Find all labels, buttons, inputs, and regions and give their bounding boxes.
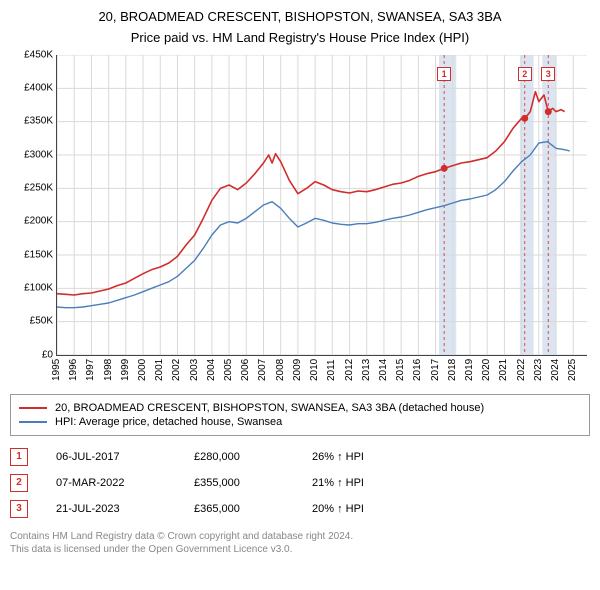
x-tick-label: 1995: [51, 358, 62, 380]
sale-marker-pct: 21% ↑ HPI: [312, 477, 432, 489]
chart-title-line2: Price paid vs. HM Land Registry's House …: [10, 30, 590, 45]
chart-card: 20, BROADMEAD CRESCENT, BISHOPSTON, SWAN…: [0, 0, 600, 567]
sale-marker-badge: 1: [10, 448, 28, 466]
legend-swatch: [19, 421, 47, 423]
x-tick-label: 2007: [257, 358, 268, 380]
x-tick-label: 2016: [412, 358, 423, 380]
chart-legend: 20, BROADMEAD CRESCENT, BISHOPSTON, SWAN…: [10, 394, 590, 436]
x-tick-label: 2019: [464, 358, 475, 380]
x-tick-label: 2024: [550, 358, 561, 380]
y-tick-label: £150K: [24, 249, 57, 260]
footer-line-2: This data is licensed under the Open Gov…: [10, 543, 590, 557]
chart-area: £0£50K£100K£150K£200K£250K£300K£350K£400…: [18, 55, 590, 356]
x-tick-label: 2010: [309, 358, 320, 380]
sale-marker-row: 1 06-JUL-2017 £280,000 26% ↑ HPI: [10, 444, 590, 470]
chart-plot: £0£50K£100K£150K£200K£250K£300K£350K£400…: [56, 55, 587, 356]
sale-marker-pct: 20% ↑ HPI: [312, 503, 432, 515]
y-tick-label: £100K: [24, 282, 57, 293]
x-tick-label: 2005: [223, 358, 234, 380]
sale-marker-price: £365,000: [194, 503, 284, 515]
x-tick-label: 2018: [447, 358, 458, 380]
sale-marker-date: 06-JUL-2017: [56, 451, 166, 463]
legend-row: HPI: Average price, detached house, Swan…: [19, 415, 581, 429]
legend-label: 20, BROADMEAD CRESCENT, BISHOPSTON, SWAN…: [55, 402, 484, 414]
x-tick-label: 2000: [137, 358, 148, 380]
sale-marker-row: 3 21-JUL-2023 £365,000 20% ↑ HPI: [10, 496, 590, 522]
y-tick-label: £400K: [24, 82, 57, 93]
y-tick-label: £350K: [24, 116, 57, 127]
sale-marker-date: 07-MAR-2022: [56, 477, 166, 489]
sale-marker-date: 21-JUL-2023: [56, 503, 166, 515]
x-tick-label: 2004: [206, 358, 217, 380]
sale-marker-badge: 3: [10, 500, 28, 518]
x-tick-label: 2023: [533, 358, 544, 380]
y-tick-label: £50K: [30, 316, 57, 327]
x-tick-label: 1998: [103, 358, 114, 380]
chart-sale-marker: 1: [437, 67, 451, 81]
x-tick-label: 2021: [498, 358, 509, 380]
sale-markers-table: 1 06-JUL-2017 £280,000 26% ↑ HPI 2 07-MAR-202…: [10, 444, 590, 522]
x-tick-label: 2001: [154, 358, 165, 380]
y-tick-label: £200K: [24, 216, 57, 227]
x-tick-label: 2022: [516, 358, 527, 380]
sale-marker-price: £280,000: [194, 451, 284, 463]
x-tick-label: 2003: [189, 358, 200, 380]
y-tick-label: £250K: [24, 182, 57, 193]
x-tick-label: 2012: [344, 358, 355, 380]
x-tick-label: 2025: [567, 358, 578, 380]
chart-sale-marker: 3: [541, 67, 555, 81]
x-tick-label: 2009: [292, 358, 303, 380]
x-tick-label: 2011: [326, 359, 337, 381]
chart-sale-marker: 2: [518, 67, 532, 81]
x-tick-label: 2002: [171, 358, 182, 380]
x-tick-label: 2013: [361, 358, 372, 380]
chart-footer: Contains HM Land Registry data © Crown c…: [10, 530, 590, 557]
legend-row: 20, BROADMEAD CRESCENT, BISHOPSTON, SWAN…: [19, 401, 581, 415]
legend-label: HPI: Average price, detached house, Swan…: [55, 416, 282, 428]
chart-title-line1: 20, BROADMEAD CRESCENT, BISHOPSTON, SWAN…: [10, 8, 590, 26]
legend-swatch: [19, 407, 47, 409]
x-tick-label: 2015: [395, 358, 406, 380]
x-tick-label: 2017: [430, 358, 441, 380]
x-tick-label: 2006: [240, 358, 251, 380]
x-tick-label: 2020: [481, 358, 492, 380]
x-tick-label: 1996: [68, 358, 79, 380]
sale-marker-price: £355,000: [194, 477, 284, 489]
sale-marker-row: 2 07-MAR-2022 £355,000 21% ↑ HPI: [10, 470, 590, 496]
footer-line-1: Contains HM Land Registry data © Crown c…: [10, 530, 590, 544]
sale-marker-badge: 2: [10, 474, 28, 492]
y-tick-label: £300K: [24, 149, 57, 160]
x-tick-label: 2008: [275, 358, 286, 380]
y-tick-label: £450K: [24, 49, 57, 60]
x-tick-label: 2014: [378, 358, 389, 380]
x-tick-label: 1999: [120, 358, 131, 380]
x-tick-label: 1997: [85, 358, 96, 380]
sale-marker-pct: 26% ↑ HPI: [312, 451, 432, 463]
